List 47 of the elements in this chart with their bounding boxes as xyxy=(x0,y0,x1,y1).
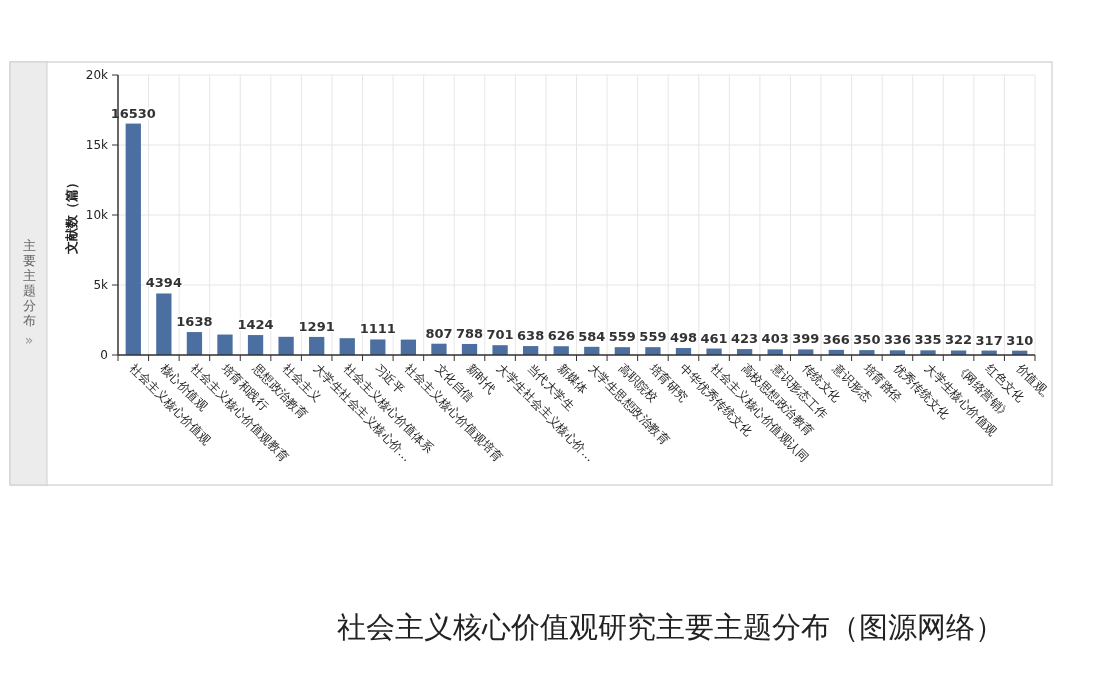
bar xyxy=(645,347,661,355)
y-tick-label: 20k xyxy=(85,68,109,82)
data-label: 559 xyxy=(639,329,667,345)
data-label: 498 xyxy=(669,330,698,346)
bar xyxy=(125,123,141,355)
data-label: 807 xyxy=(425,325,453,341)
data-label: 336 xyxy=(883,332,912,348)
y-tick-label: 0 xyxy=(100,348,108,362)
bar xyxy=(278,336,294,355)
data-label: 317 xyxy=(975,332,1003,348)
data-label: 366 xyxy=(822,331,850,347)
data-label: 701 xyxy=(486,327,514,343)
data-label: 626 xyxy=(547,328,575,344)
bar xyxy=(492,345,508,355)
data-label: 322 xyxy=(945,332,973,348)
data-label: 399 xyxy=(792,331,820,347)
text: 社会主义核心价值观研究主要主题分布（图源网络） xyxy=(336,610,1004,644)
data-label: 1638 xyxy=(176,314,213,330)
data-label: 461 xyxy=(700,330,728,346)
data-label: 1111 xyxy=(359,321,396,337)
bar xyxy=(309,336,325,355)
data-label: 1291 xyxy=(298,318,335,334)
data-label: 1424 xyxy=(237,317,274,333)
bar xyxy=(156,293,172,355)
y-axis-title: 文献数（篇） xyxy=(64,176,79,255)
data-label: 335 xyxy=(914,332,942,348)
data-label: 350 xyxy=(853,332,881,348)
text: 主要主题分布 xyxy=(22,238,36,328)
bar xyxy=(370,339,386,355)
bar xyxy=(217,334,233,355)
data-label: 310 xyxy=(1006,332,1034,348)
bar xyxy=(186,332,203,355)
data-label: 638 xyxy=(517,328,545,344)
bar xyxy=(553,346,569,355)
y-tick-label: 5k xyxy=(93,278,109,292)
data-label: 559 xyxy=(608,329,636,345)
bar xyxy=(431,343,447,355)
data-label: 403 xyxy=(761,331,789,347)
bar xyxy=(247,335,264,355)
data-label: 788 xyxy=(455,325,484,341)
bar xyxy=(339,338,355,355)
y-tick-label: 10k xyxy=(85,208,109,222)
data-label: 423 xyxy=(731,331,759,347)
text: » xyxy=(24,332,34,348)
data-label: 4394 xyxy=(145,275,182,291)
y-tick-label: 15k xyxy=(85,138,109,152)
data-label: 584 xyxy=(578,328,606,344)
